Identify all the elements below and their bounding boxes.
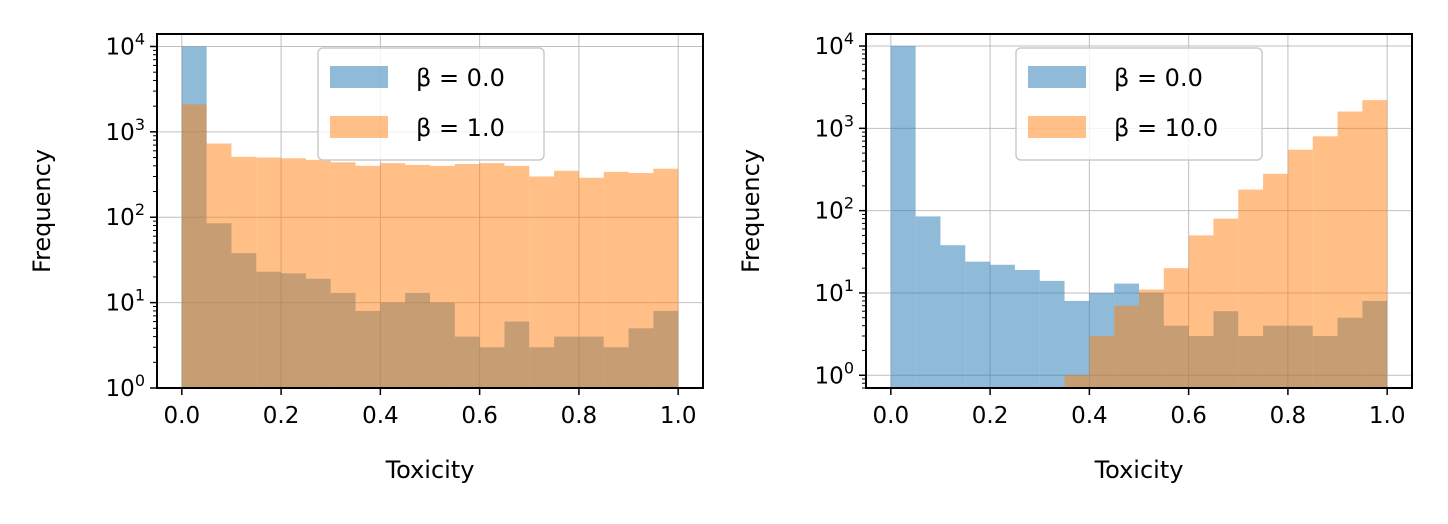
legend-label: β = 0.0 xyxy=(416,64,505,92)
histogram-bar xyxy=(1263,173,1288,388)
y-tick-label: 102 xyxy=(106,200,145,231)
histogram-bar xyxy=(1312,136,1338,388)
y-tick-label: 100 xyxy=(106,371,145,402)
histogram-bar xyxy=(330,162,356,388)
histogram-bar xyxy=(1287,149,1313,388)
legend-label: β = 10.0 xyxy=(1114,114,1218,142)
histogram-bar xyxy=(965,261,991,388)
histogram-bar xyxy=(479,163,505,388)
legend-label: β = 1.0 xyxy=(416,114,505,142)
x-tick-label: 0.6 xyxy=(461,403,498,429)
histogram-bar xyxy=(355,165,381,388)
y-axis-label: Frequency xyxy=(737,149,765,273)
y-tick-label: 101 xyxy=(815,276,854,307)
histogram-bar xyxy=(890,46,916,389)
y-tick-label: 102 xyxy=(815,194,854,225)
histogram-bar xyxy=(430,165,455,388)
histogram-bar xyxy=(529,176,555,388)
x-tick-label: 0.4 xyxy=(362,403,399,429)
y-tick-label: 103 xyxy=(106,115,145,146)
y-axis-label: Frequency xyxy=(28,149,56,273)
histogram-bar xyxy=(578,177,604,388)
x-tick-label: 0.0 xyxy=(164,403,201,429)
histogram-bar xyxy=(504,165,530,388)
x-tick-label: 0.0 xyxy=(873,403,910,429)
x-tick-label: 0.8 xyxy=(561,403,598,429)
chart-1: 0.0 0.2 0.4 0.6 0.8 1.0 100 101 102 103 104 Toxicit… xyxy=(28,29,704,484)
legend-swatch xyxy=(330,66,388,88)
histogram-bar xyxy=(256,157,282,388)
histogram-bar xyxy=(1188,235,1214,388)
histogram-bar xyxy=(305,159,331,388)
legend-swatch xyxy=(330,116,388,138)
histogram-bar xyxy=(1362,100,1388,389)
chart-2: 0.0 0.2 0.4 0.6 0.8 1.0 100 101 102 103 104 Toxicit… xyxy=(737,29,1413,484)
histogram-bar xyxy=(603,171,629,388)
series-2 xyxy=(181,104,679,388)
legend-swatch xyxy=(1028,116,1086,138)
histogram-bar xyxy=(1163,268,1189,388)
y-tick-label: 104 xyxy=(815,29,854,60)
x-axis-label: Toxicity xyxy=(385,456,475,484)
histogram-bar xyxy=(1064,375,1090,388)
histogram-bar xyxy=(405,164,430,388)
y-tick-label: 103 xyxy=(815,111,854,142)
series-2 xyxy=(1064,100,1388,389)
histogram-bar xyxy=(628,172,654,388)
histogram-bar xyxy=(1213,218,1239,388)
histogram-bar xyxy=(1039,280,1065,388)
legend: β = 0.0 β = 1.0 xyxy=(317,47,545,161)
histogram-bar xyxy=(1014,270,1040,388)
histogram-bar xyxy=(281,158,306,388)
histogram-bar xyxy=(653,168,679,388)
histogram-bar xyxy=(1089,335,1115,388)
histogram-bar xyxy=(1337,111,1363,389)
x-tick-label: 0.4 xyxy=(1071,403,1108,429)
histogram-bar xyxy=(1064,300,1090,388)
x-tick-label: 0.2 xyxy=(972,403,1009,429)
histogram-bar xyxy=(380,163,406,388)
x-tick-label: 1.0 xyxy=(1369,403,1406,429)
x-axis-label: Toxicity xyxy=(1094,456,1184,484)
histogram-bar xyxy=(206,143,232,388)
y-tick-label: 100 xyxy=(815,358,854,389)
x-tick-label: 1.0 xyxy=(660,403,697,429)
histogram-bar xyxy=(915,216,941,388)
legend: β = 0.0 β = 10.0 xyxy=(1015,47,1263,161)
histogram-bar xyxy=(1114,305,1139,388)
axes-frame xyxy=(156,33,704,389)
y-tick-label: 104 xyxy=(106,29,145,60)
histogram-bar xyxy=(554,170,579,388)
x-tick-label: 0.2 xyxy=(263,403,300,429)
histogram-bar xyxy=(990,264,1015,388)
y-tick-label: 101 xyxy=(106,286,145,317)
x-tick-label: 0.8 xyxy=(1270,403,1307,429)
histogram-bar xyxy=(1238,189,1264,388)
histogram-bar xyxy=(940,245,966,388)
legend-label: β = 0.0 xyxy=(1114,64,1203,92)
histogram-bar xyxy=(181,104,207,388)
histogram-bar xyxy=(231,156,257,388)
legend-swatch xyxy=(1028,66,1086,88)
histogram-bar xyxy=(454,164,480,388)
histogram-bar xyxy=(1139,289,1164,388)
x-tick-label: 0.6 xyxy=(1170,403,1207,429)
